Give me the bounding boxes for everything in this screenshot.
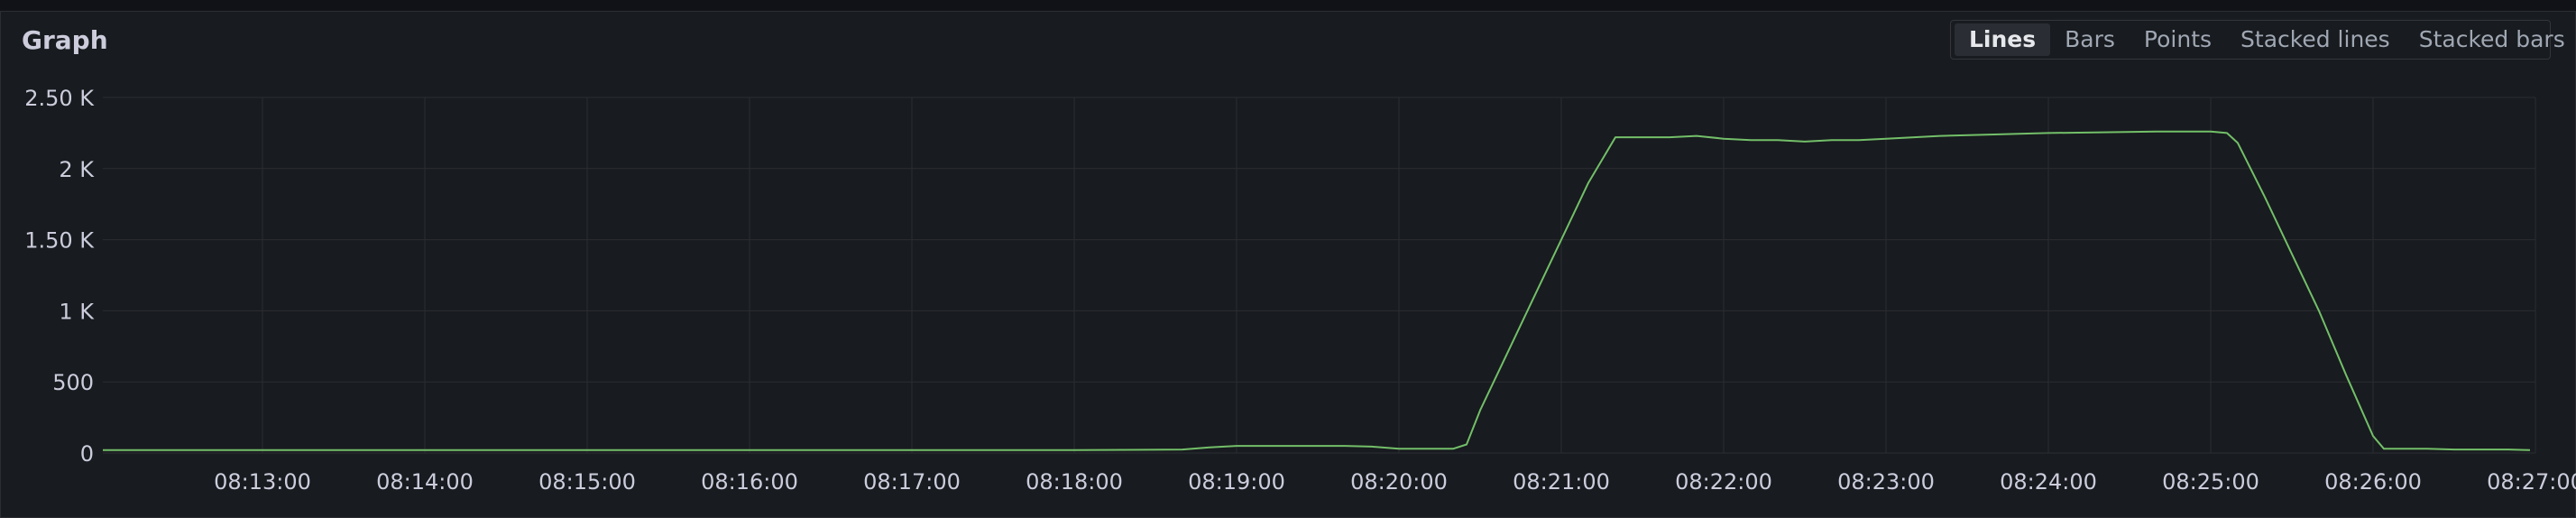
series-layer [103,130,2531,451]
x-tick-label: 08:25:00 [2162,469,2259,495]
x-tick-label: 08:16:00 [701,469,798,495]
y-tick-label: 1.50 K [24,228,95,254]
x-tick-label: 08:18:00 [1026,469,1123,495]
x-tick-label: 08:15:00 [538,469,636,495]
x-tick-label: 08:20:00 [1350,469,1448,495]
x-tick-label: 08:21:00 [1513,469,1610,495]
series-line-0 [103,130,2531,451]
y-axis-tick-labels: 0 500 1 K 1.50 K 2 K 2.50 K [24,86,95,467]
tab-stacked-lines[interactable]: Stacked lines [2240,26,2390,52]
tab-stacked-bars[interactable]: Stacked bars [2418,26,2565,52]
x-tick-label: 08:14:00 [376,469,474,495]
y-tick-label: 1 K [59,299,95,324]
x-tick-label: 08:26:00 [2324,469,2422,495]
panel-title: Graph [22,25,108,55]
y-tick-label: 0 [80,441,94,467]
y-tick-label: 500 [52,370,94,395]
y-tick-label: 2 K [59,157,95,182]
x-tick-label: 08:13:00 [214,469,311,495]
tab-points[interactable]: Points [2143,26,2213,52]
visualization-type-switch: Lines Bars Points Stacked lines Stacked … [1950,20,2565,60]
grid-lines [103,97,2536,454]
graph-panel [0,11,2576,518]
x-tick-label: 08:22:00 [1675,469,1772,495]
tab-bars[interactable]: Bars [2065,26,2115,52]
x-axis-tick-labels: 08:13:00 08:14:00 08:15:00 08:16:00 08:17:00… [214,469,2576,495]
x-tick-label: 08:17:00 [863,469,961,495]
x-tick-label: 08:27:00 [2487,469,2576,495]
x-tick-label: 08:19:00 [1188,469,1285,495]
y-tick-label: 2.50 K [24,86,95,111]
x-tick-label: 08:24:00 [2000,469,2097,495]
x-tick-label: 08:23:00 [1837,469,1935,495]
tab-lines[interactable]: Lines [1955,23,2051,56]
